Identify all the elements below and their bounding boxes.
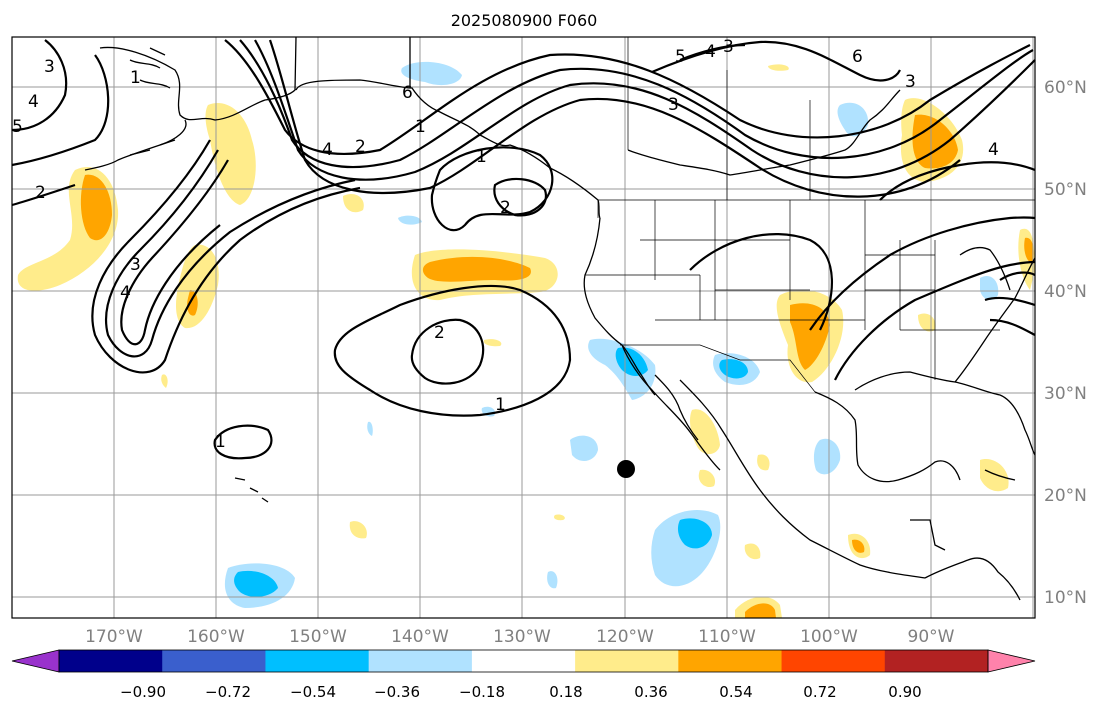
colorbar-segment bbox=[471, 650, 576, 672]
colorbar-extend-high bbox=[987, 649, 1036, 673]
contour-label: 4 bbox=[705, 42, 716, 62]
lon-label: 90°W bbox=[908, 627, 955, 647]
coastlines bbox=[84, 36, 1036, 601]
contour-label: 1 bbox=[415, 117, 426, 137]
colorbar-tick-label: −0.54 bbox=[290, 683, 336, 701]
contour-label: 3 bbox=[905, 72, 916, 92]
contour-label: 5 bbox=[12, 117, 23, 137]
contour-label: 3 bbox=[130, 255, 141, 275]
colorbar-segment bbox=[162, 650, 266, 672]
colorbar-tick-labels: −0.90 −0.72 −0.54 −0.36 −0.18 0.18 0.36 … bbox=[120, 683, 922, 701]
colorbar-segment bbox=[59, 650, 163, 672]
contour-label: 5 bbox=[675, 47, 686, 67]
contour-label: 3 bbox=[723, 37, 734, 57]
contour-label: 3 bbox=[44, 57, 55, 77]
contour-label: 6 bbox=[402, 83, 413, 103]
lon-label: 160°W bbox=[187, 627, 245, 647]
contour-labels: 3 4 5 2 3 4 1 4 2 1 6 5 4 3 6 3 4 1 2 2 … bbox=[12, 37, 999, 452]
contour-label: 2 bbox=[434, 323, 445, 343]
graticule bbox=[12, 37, 1035, 618]
colorbar-segment bbox=[265, 650, 370, 672]
colorbar-tick-label: 0.72 bbox=[803, 683, 836, 701]
contour-label: 2 bbox=[355, 137, 366, 157]
longitude-labels: 170°W 160°W 150°W 140°W 130°W 120°W 110°… bbox=[85, 627, 955, 647]
lat-label: 40°N bbox=[1044, 282, 1087, 302]
colorbar bbox=[11, 649, 1036, 673]
storm-center-marker bbox=[617, 460, 635, 478]
political-borders bbox=[585, 37, 1035, 393]
contour-label: 4 bbox=[988, 140, 999, 160]
contour-label: 4 bbox=[120, 283, 131, 303]
colorbar-tick-label: 0.90 bbox=[888, 683, 921, 701]
lon-label: 140°W bbox=[391, 627, 449, 647]
lat-label: 20°N bbox=[1044, 486, 1087, 506]
colorbar-tick-label: −0.36 bbox=[374, 683, 420, 701]
map-area bbox=[12, 37, 1035, 618]
colorbar-segment bbox=[368, 650, 473, 672]
colorbar-tick-label: 0.54 bbox=[719, 683, 752, 701]
contour-label: 1 bbox=[495, 395, 506, 415]
lon-label: 100°W bbox=[800, 627, 858, 647]
contours bbox=[11, 39, 1036, 460]
colorbar-tick-label: −0.90 bbox=[120, 683, 166, 701]
lon-label: 150°W bbox=[289, 627, 347, 647]
colorbar-tick-label: −0.18 bbox=[459, 683, 505, 701]
contour-label: 1 bbox=[215, 432, 226, 452]
colorbar-outline bbox=[58, 649, 989, 673]
lat-label: 50°N bbox=[1044, 180, 1087, 200]
colorbar-segment bbox=[884, 650, 989, 672]
latitude-labels: 60°N 50°N 40°N 30°N 20°N 10°N bbox=[1044, 78, 1087, 608]
lat-label: 60°N bbox=[1044, 78, 1087, 98]
lat-label: 10°N bbox=[1044, 588, 1087, 608]
lon-label: 120°W bbox=[596, 627, 654, 647]
contour-label: 4 bbox=[28, 92, 39, 112]
lon-label: 110°W bbox=[698, 627, 756, 647]
colorbar-segment bbox=[575, 650, 679, 672]
colorbar-extend-low bbox=[11, 649, 60, 673]
contour-label: 2 bbox=[500, 198, 511, 218]
colorbar-tick-label: −0.72 bbox=[205, 683, 251, 701]
map-frame bbox=[11, 36, 1036, 619]
lon-label: 130°W bbox=[493, 627, 551, 647]
colorbar-tick-label: 0.36 bbox=[634, 683, 667, 701]
contour-label: 6 bbox=[852, 47, 863, 67]
colorbar-segment bbox=[678, 650, 783, 672]
contour-label: 1 bbox=[476, 147, 487, 167]
colorbar-segment bbox=[781, 650, 886, 672]
contour-label: 1 bbox=[130, 68, 141, 88]
contour-label: 4 bbox=[322, 140, 333, 160]
lon-label: 170°W bbox=[85, 627, 143, 647]
lat-label: 30°N bbox=[1044, 384, 1087, 404]
contour-label: 2 bbox=[35, 183, 46, 203]
contour-label: 3 bbox=[668, 95, 679, 115]
colorbar-tick-label: 0.18 bbox=[549, 683, 582, 701]
figure-title: 2025080900 F060 bbox=[451, 11, 598, 30]
